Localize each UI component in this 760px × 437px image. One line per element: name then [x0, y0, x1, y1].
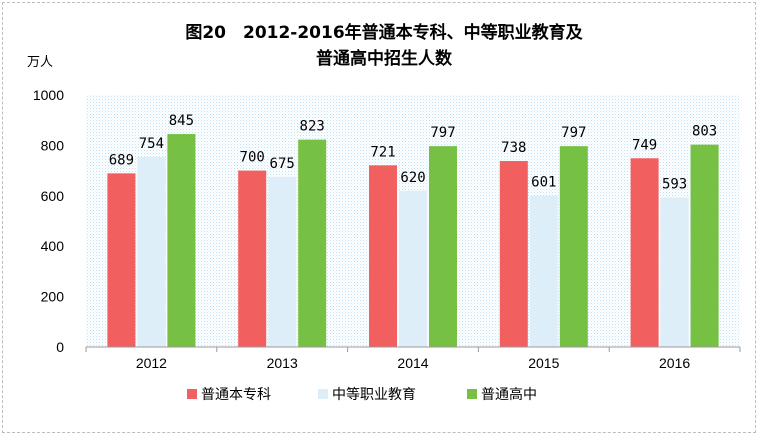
data-label: 675 [270, 156, 295, 172]
legend-label: 普通本专科 [201, 387, 271, 403]
data-label: 601 [531, 175, 556, 191]
x-tick-label: 2014 [397, 355, 428, 371]
y-tick-label: 0 [56, 339, 64, 355]
data-label: 754 [139, 136, 164, 152]
legend-label: 普通高中 [481, 386, 537, 403]
legend-swatch [467, 389, 477, 399]
bar-2015-series-1 [529, 195, 558, 347]
y-axis-ticks: 0 200 400 600 800 1000 [33, 87, 64, 355]
x-axis-ticks: 2012 2013 2014 2015 2016 [85, 347, 741, 371]
bar-2012-series-1 [137, 156, 166, 347]
x-tick-label: 2013 [267, 355, 298, 371]
data-label: 797 [430, 125, 455, 141]
bar-2016-series-1 [660, 197, 689, 347]
chart-title-line2: 普通高中招生人数 [316, 48, 453, 69]
data-label: 721 [370, 144, 395, 160]
bar-2013-series-0 [238, 170, 267, 347]
data-label: 689 [109, 152, 134, 168]
chart-frame [2, 2, 756, 433]
bar-2015-series-0 [499, 161, 528, 347]
bar-2012-series-0 [107, 173, 136, 347]
y-tick-label: 200 [41, 289, 65, 305]
data-label: 593 [662, 177, 687, 193]
x-tick-label: 2016 [659, 355, 690, 371]
y-tick-label: 800 [41, 137, 65, 153]
y-axis-unit-label: 万人 [27, 55, 53, 70]
bar-series [107, 134, 719, 347]
data-label: 803 [692, 124, 717, 140]
data-label: 738 [501, 140, 526, 156]
bar-2013-series-2 [298, 139, 327, 347]
bar-2014-series-0 [369, 165, 397, 347]
y-tick-label: 400 [41, 238, 65, 254]
bar-2012-series-2 [167, 134, 196, 347]
data-label: 700 [240, 150, 265, 166]
x-tick-label: 2012 [136, 355, 167, 371]
legend-swatch [187, 389, 197, 399]
bar-2016-series-2 [690, 144, 719, 347]
bar-2016-series-0 [630, 158, 659, 347]
data-label: 749 [632, 137, 657, 153]
legend: 普通本专科 中等职业教育 普通高中 [187, 386, 537, 403]
bar-2014-series-1 [399, 190, 427, 347]
data-label: 845 [169, 113, 194, 129]
data-label: 620 [400, 170, 425, 186]
bar-2015-series-2 [559, 146, 588, 347]
data-label: 823 [300, 119, 325, 135]
data-labels: 689 754 845 700 675 823 721 620 797 738 601 797 749 5… [109, 113, 717, 193]
x-tick-label: 2015 [528, 355, 559, 371]
data-label: 797 [561, 125, 586, 141]
legend-swatch [318, 389, 328, 399]
chart-title-line1: 图20 2012-2016年普通本专科、中等职业教育及 [185, 22, 583, 43]
y-tick-label: 1000 [33, 87, 64, 103]
legend-label: 中等职业教育 [332, 386, 416, 403]
bar-2014-series-2 [429, 146, 457, 347]
bar-2013-series-1 [268, 176, 297, 347]
y-tick-label: 600 [41, 188, 65, 204]
